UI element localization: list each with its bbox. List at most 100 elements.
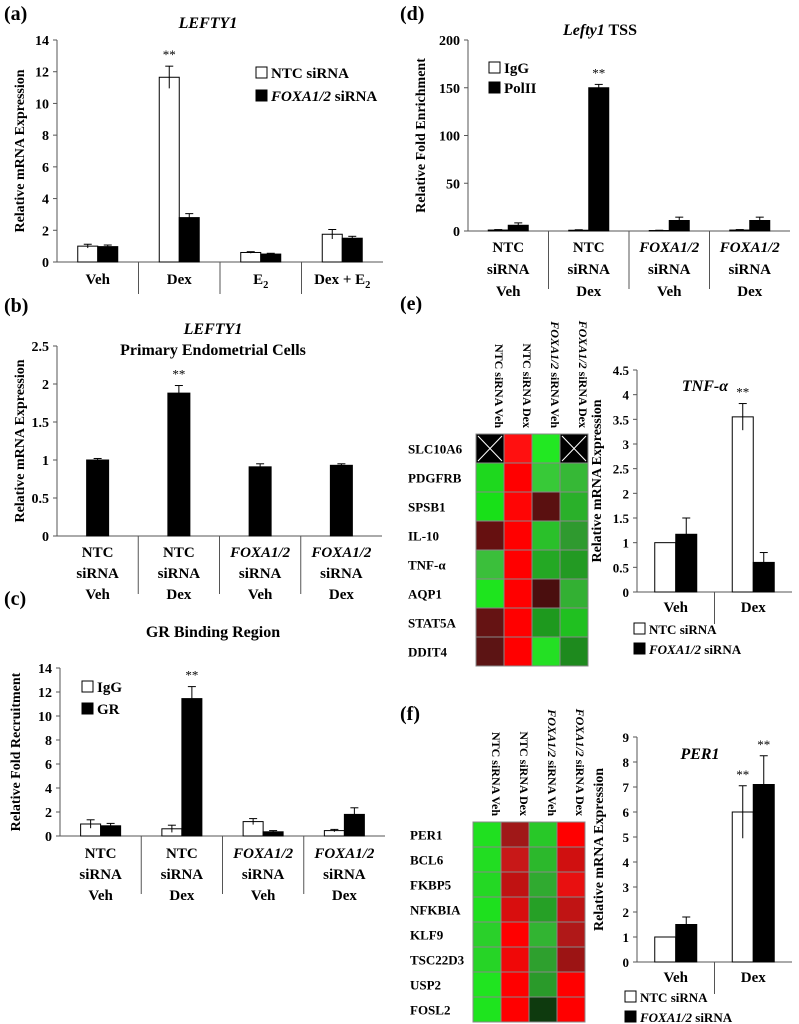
heatmap-cell [528, 821, 558, 848]
heatmap-cell [528, 871, 558, 898]
y-tick-label: 2 [45, 806, 52, 821]
chart-d: 0 50 100 150 200 Relative Fold Enrichment NTC s… [414, 34, 790, 300]
bar [181, 698, 203, 837]
bar [86, 459, 110, 537]
heatmap-cell [559, 607, 589, 638]
legend-label: PolII [504, 81, 537, 97]
y-tick-label: 10 [35, 97, 49, 112]
bar [588, 87, 610, 232]
category-label: siRNA [728, 262, 771, 278]
bar [97, 246, 119, 263]
legend-label: NTC siRNA [649, 622, 717, 637]
y-tick-label: 2.5 [613, 462, 630, 477]
y-tick-label: 0 [42, 530, 49, 545]
category-label: siRNA [158, 566, 201, 582]
y-tick-label: 6 [42, 161, 49, 176]
bar [329, 464, 353, 537]
category-label: NTC [82, 545, 114, 561]
category-label: FOXA1/2 [310, 545, 372, 561]
heatmap-cell [503, 549, 533, 580]
heatmap-cell [531, 520, 561, 551]
legend-label: NTC siRNA [271, 66, 349, 82]
heatmap-cell [528, 946, 558, 973]
y-tick-label: 2 [42, 224, 49, 239]
legend-label: IgG [504, 61, 529, 77]
heatmap-cell [556, 971, 586, 998]
bar [167, 392, 191, 537]
heatmap-column-label: NTC siRNA Dex [517, 731, 531, 816]
heatmap-row-label: USP2 [410, 978, 441, 993]
legend-swatch [255, 66, 268, 79]
heatmap-cell [472, 921, 502, 948]
y-axis-title: Relative mRNA Expression [13, 359, 28, 522]
y-tick-label: 0 [623, 955, 630, 970]
heatmap-cell [475, 491, 505, 522]
y-tick-label: 1 [42, 454, 49, 469]
category-label: NTC [573, 240, 605, 256]
category-label: siRNA [320, 566, 363, 582]
heatmap-cell [500, 896, 530, 923]
heatmap-cell [556, 946, 586, 973]
y-tick-label: 2 [623, 486, 630, 501]
y-tick-label: 12 [38, 686, 52, 701]
y-axis-title: Relative mRNA Expression [592, 768, 607, 931]
cross-mark [477, 435, 503, 462]
significance-marker: ** [736, 767, 749, 782]
legend-swatch [488, 81, 501, 94]
heatmap-cell [531, 578, 561, 609]
heatmap-cell [475, 520, 505, 551]
heatmap-row-label: BCL6 [410, 853, 444, 868]
y-tick-label: 0 [42, 256, 49, 271]
y-axis-title: Relative Fold Enrichment [414, 58, 429, 213]
category-label: Veh [664, 970, 689, 986]
category-label: Veh [88, 888, 113, 904]
heatmap-cell [475, 549, 505, 580]
category-label: NTC [166, 846, 198, 862]
heatmap-cell [531, 607, 561, 638]
heatmap-cell [475, 462, 505, 493]
category-label: siRNA [242, 867, 285, 883]
significance-marker: ** [163, 47, 176, 62]
legend-swatch [624, 1010, 637, 1023]
legend-swatch [633, 642, 646, 655]
y-tick-label: 4 [623, 855, 630, 870]
y-tick-label: 7 [623, 780, 630, 795]
category-label: NTC [85, 846, 117, 862]
heatmap-cell [559, 578, 589, 609]
category-label: FOXA1/2 [719, 240, 781, 256]
significance-marker: ** [172, 367, 185, 382]
heatmap-row-label: AQP1 [408, 587, 442, 602]
category-label: Dex [167, 272, 192, 288]
y-tick-label: 4 [42, 193, 49, 208]
category-label: Dex [169, 888, 194, 904]
legend-swatch [633, 622, 646, 635]
heatmap-column-label: FOXA1/2 siRNA Veh [548, 320, 562, 428]
y-tick-label: 1.5 [613, 511, 630, 526]
heatmap-row-label: SLC10A6 [408, 442, 463, 457]
category-label: Dex [166, 587, 191, 603]
heatmap-row-label: FKBP5 [410, 878, 452, 893]
significance-marker: ** [736, 385, 749, 400]
significance-marker: ** [592, 65, 605, 80]
heatmap-column-label: NTC siRNA Dex [520, 343, 534, 428]
category-label: FOXA1/2 [313, 846, 375, 862]
heatmap-cell [531, 462, 561, 493]
category-label: siRNA [239, 566, 282, 582]
panel-label: (f) [400, 703, 420, 725]
heatmap-cell [500, 971, 530, 998]
heatmap-cell [528, 846, 558, 873]
heatmap-row-label: IL-10 [408, 529, 439, 544]
heatmap-cell [531, 549, 561, 580]
legend-swatch [624, 990, 637, 1003]
heatmap-cell [559, 491, 589, 522]
y-tick-label: 1.5 [32, 416, 50, 431]
category-label: Veh [248, 587, 273, 603]
category-label: Dex [576, 284, 601, 300]
heatmap-cell [528, 921, 558, 948]
category-label: Dex [741, 600, 766, 616]
category-label: siRNA [487, 262, 530, 278]
y-tick-label: 4.5 [613, 363, 630, 378]
category-label: Dex [741, 970, 766, 986]
y-tick-label: 150 [439, 82, 460, 97]
y-tick-label: 1 [623, 930, 630, 945]
